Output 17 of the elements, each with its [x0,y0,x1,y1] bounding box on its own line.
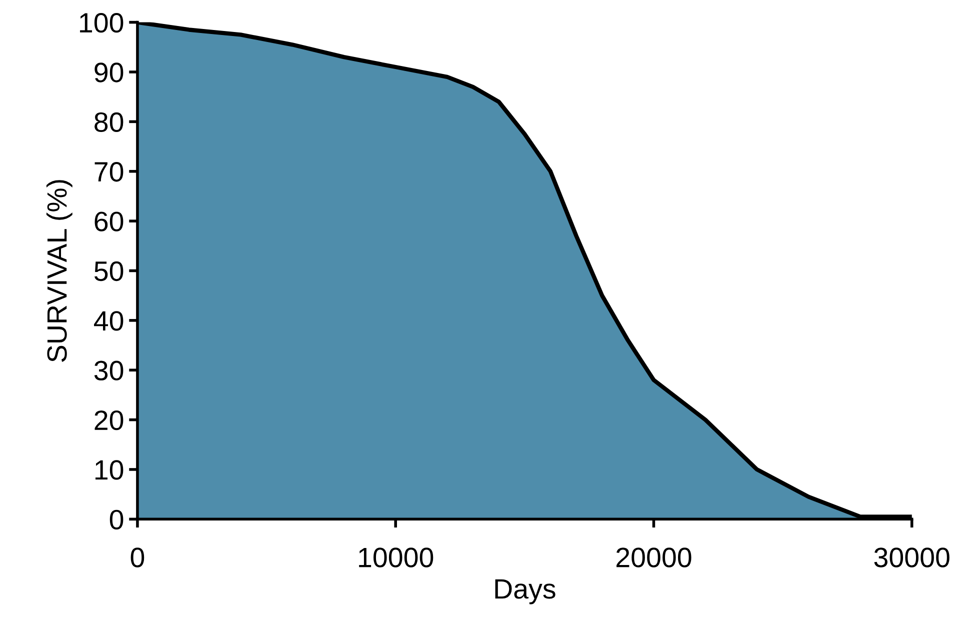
x-tick-label: 30000 [874,548,950,568]
x-tick-label: 20000 [616,548,692,568]
y-tick-label: 20 [94,410,124,430]
y-axis-title: SURVIVAL (%) [46,180,72,362]
y-tick-label: 60 [94,212,124,232]
x-tick-label: 10000 [359,548,434,568]
y-tick-label: 40 [94,311,124,331]
y-tick-label: 90 [94,62,124,82]
x-tick-label: 0 [130,548,144,568]
y-tick-label: 0 [110,510,124,530]
y-tick-label: 30 [94,360,124,380]
x-axis-title: Days [495,579,556,604]
y-tick-label: 10 [95,460,124,480]
y-tick-label: 70 [94,162,124,182]
y-tick-label: 80 [94,112,124,132]
y-tick-label: 50 [94,261,124,282]
y-tick-label: 100 [80,12,124,33]
